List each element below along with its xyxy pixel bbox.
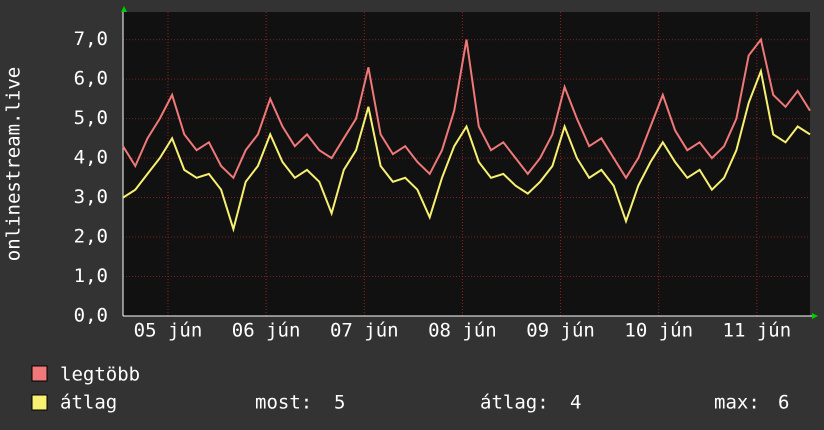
- stat-label: átlag:: [480, 392, 549, 414]
- y-tick-label: 7,0: [74, 28, 108, 50]
- y-tick-label: 4,0: [74, 147, 108, 169]
- y-tick-label: 3,0: [74, 186, 108, 208]
- x-tick-label: 08 jún: [428, 320, 497, 342]
- stat-label: most:: [255, 392, 312, 414]
- x-tick-label: 11 jún: [723, 320, 792, 342]
- x-tick-label: 07 jún: [330, 320, 399, 342]
- legend-swatch: [31, 394, 48, 411]
- y-axis-label: onlinestream.live: [3, 67, 25, 261]
- legend-label: átlag: [60, 392, 117, 414]
- plot: 0,0 1,0 2,0 3,0 4,0 5,0 6,0 7,0 05 jún 06 jún 07 j…: [74, 12, 812, 342]
- x-tick-label: 09 jún: [526, 320, 595, 342]
- x-tick-label: 06 jún: [232, 320, 301, 342]
- legend-label: legtöbb: [60, 364, 140, 386]
- y-tick-label: 1,0: [74, 265, 108, 287]
- stat-value: 6: [778, 392, 789, 414]
- x-tick-label: 10 jún: [624, 320, 693, 342]
- axis-arrow: [121, 6, 127, 12]
- series-line: [122, 37, 811, 180]
- stat-value: 5: [334, 392, 345, 414]
- plot-area: [123, 12, 810, 316]
- y-tick-label: 5,0: [74, 107, 108, 129]
- series-line: [122, 67, 811, 233]
- stat-value: 4: [570, 392, 581, 414]
- x-tick-label: 05 jún: [134, 320, 203, 342]
- stat-label: max:: [714, 392, 760, 414]
- y-tick-label: 6,0: [74, 68, 108, 90]
- y-tick-label: 0,0: [74, 305, 108, 327]
- axis-arrow: [812, 313, 818, 319]
- legend-swatch: [31, 365, 48, 382]
- y-tick-label: 2,0: [74, 226, 108, 248]
